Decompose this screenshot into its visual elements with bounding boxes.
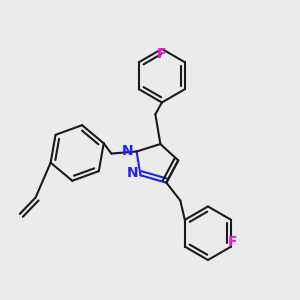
Text: N: N: [127, 166, 139, 180]
Text: N: N: [122, 144, 134, 158]
Text: F: F: [228, 235, 237, 249]
Text: F: F: [157, 47, 167, 61]
